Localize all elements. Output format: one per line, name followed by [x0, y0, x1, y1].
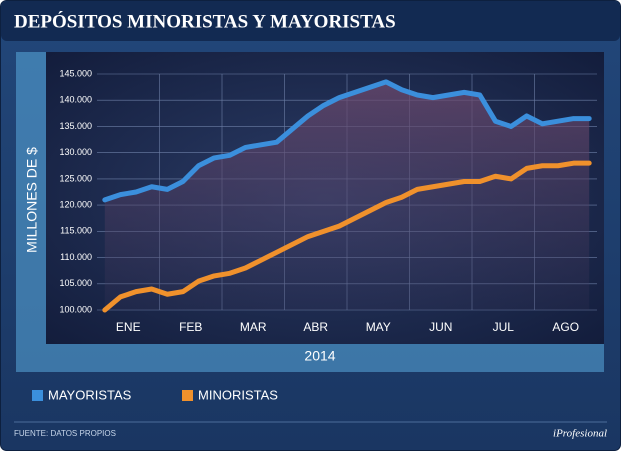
line	[102, 79, 592, 203]
brand: iProfesional	[553, 428, 607, 440]
y-axis-label: MILLONES DE $	[24, 147, 40, 253]
y-tick-label: 120.000	[59, 199, 92, 209]
y-tick-label: 110.000	[60, 252, 92, 262]
chart-title: DEPÓSITOS MINORISTAS Y MAYORISTAS	[14, 10, 396, 32]
legend-label: MINORISTAS	[198, 387, 278, 402]
x-tick-label: FEB	[179, 320, 202, 334]
area	[104, 81, 590, 310]
y-tick-label: 125.000	[59, 173, 92, 183]
legend-swatch	[32, 390, 43, 401]
legend-swatch	[182, 390, 193, 401]
source: FUENTE: DATOS PROPIOS	[14, 429, 116, 438]
x-tick-label: JUN	[429, 320, 452, 334]
title-bar	[1, 1, 620, 41]
legend-label: MAYORISTAS	[48, 387, 132, 402]
y-tick-label: 130.000	[59, 147, 92, 157]
x-tick-label: MAY	[366, 320, 391, 334]
x-tick-label: ABR	[303, 320, 328, 334]
y-tick-label: 105.000	[59, 278, 92, 288]
x-tick-label: MAR	[240, 320, 267, 334]
y-tick-label: 135.000	[59, 121, 92, 131]
x-tick-label: ENE	[116, 320, 141, 334]
y-tick-label: 140.000	[59, 95, 92, 105]
y-tick-label: 115.000	[60, 226, 92, 236]
x-axis-label: 2014	[304, 348, 335, 364]
x-tick-label: JUL	[493, 320, 515, 334]
line	[102, 160, 592, 313]
y-tick-label: 100.000	[59, 304, 92, 314]
y-tick-label: 145.000	[59, 68, 92, 78]
x-tick-label: AGO	[552, 320, 579, 334]
